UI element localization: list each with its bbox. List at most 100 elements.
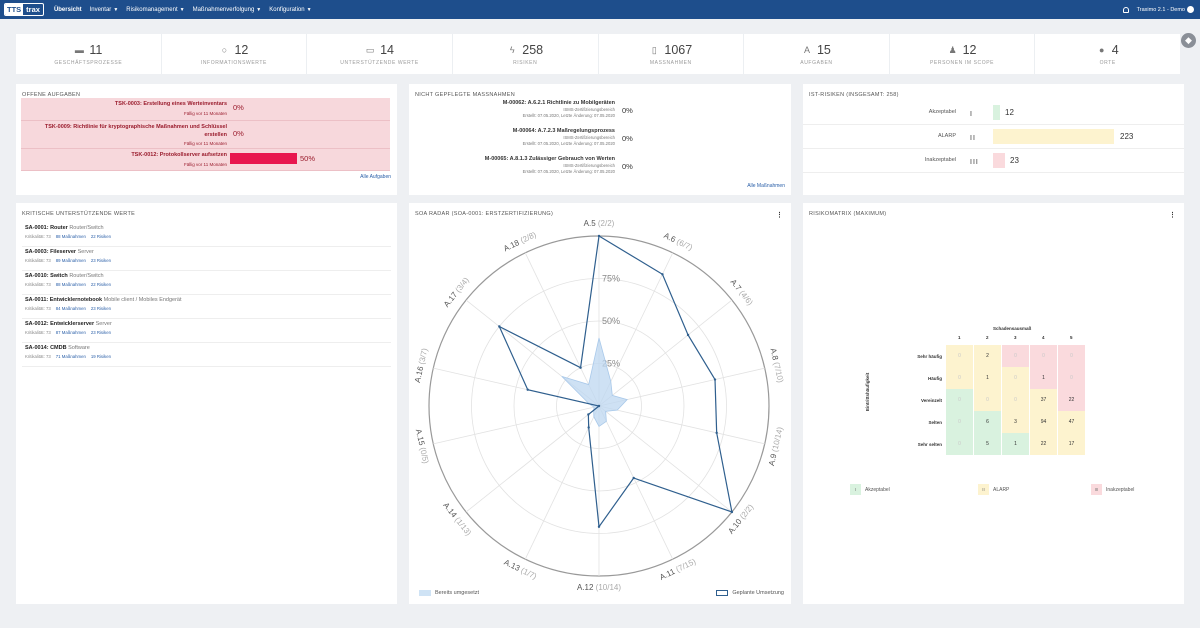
nav-item-1[interactable]: Inventar ▼ xyxy=(90,7,119,13)
matrix-cell[interactable]: 2 xyxy=(974,345,1001,367)
risk-level-row[interactable]: ALARP II 223 xyxy=(803,125,1184,149)
matrix-cell[interactable]: 0 xyxy=(974,389,1001,411)
risk-level-label: Akzeptabel xyxy=(928,109,956,115)
matrix-cell[interactable]: 0 xyxy=(1058,345,1085,367)
legend-planned[interactable]: Geplante Umsetzung xyxy=(716,590,784,596)
asset-type: Router/Switch xyxy=(69,273,104,279)
app-logo[interactable]: TTS trax xyxy=(4,3,44,16)
measure-item[interactable]: M-00062: A.6.2.1 Richtlinie zu Mobilgerä… xyxy=(503,99,615,119)
matrix-cell[interactable]: 22 xyxy=(1058,389,1085,411)
matrix-cell[interactable]: 94 xyxy=(1030,411,1057,433)
asset-item[interactable]: SA-0012: Entwicklerserver Server Kritikal… xyxy=(22,319,391,343)
bell-icon[interactable] xyxy=(1122,6,1129,13)
stat-value: 14 xyxy=(380,43,395,57)
radar-point xyxy=(498,325,501,328)
stat-value-row: A 15 xyxy=(744,43,889,57)
asset-risks-link[interactable]: 23 Risiken xyxy=(90,330,111,335)
matrix-legend-item[interactable]: III Inakzeptabel xyxy=(1091,484,1134,495)
stat-label: AUFGABEN xyxy=(800,60,833,66)
nav-item-4[interactable]: Konfiguration ▼ xyxy=(269,7,311,13)
asset-item[interactable]: SA-0010: Switch Router/Switch Kritikalitä… xyxy=(22,271,391,295)
asset-item[interactable]: SA-0003: Fileserver Server Kritikalität: … xyxy=(22,247,391,271)
stat-card[interactable]: ϟ 258 RISIKEN xyxy=(453,34,599,74)
asset-risks-link[interactable]: 22 Risiken xyxy=(90,282,111,287)
asset-measures-link[interactable]: 71 Maßnahmen xyxy=(55,354,86,359)
all-tasks-link[interactable]: Alle Aufgaben xyxy=(360,174,391,180)
task-row[interactable]: TSK-0009: Richtlinie für kryptographisch… xyxy=(21,121,390,149)
user-menu[interactable]: Traximo 2.1 - Demo xyxy=(1137,6,1194,13)
lightbulb-icon: ○ xyxy=(221,45,228,55)
measure-item[interactable]: M-00064: A.7.2.3 Maßregelungsprozess ISMS… xyxy=(513,127,615,147)
stat-card[interactable]: ♟ 12 PERSONEN IM SCOPE xyxy=(890,34,1036,74)
matrix-cell[interactable]: 0 xyxy=(946,367,973,389)
matrix-cell[interactable]: 37 xyxy=(1030,389,1057,411)
asset-risks-link[interactable]: 23 Risiken xyxy=(90,306,111,311)
stat-card[interactable]: ● 4 ORTE xyxy=(1035,34,1180,74)
legend-done-label: Bereits umgesetzt xyxy=(435,590,480,596)
open-tasks-panel: OFFENE AUFGABEN TSK-0003: Erstellung ein… xyxy=(16,84,397,195)
matrix-cell[interactable]: 1 xyxy=(1030,367,1057,389)
matrix-cell[interactable]: 0 xyxy=(1002,345,1029,367)
unmaintained-measures-panel: NICHT GEPFLEGTE MASSNAHMEN M-00062: A.6.… xyxy=(409,84,791,195)
matrix-cell[interactable]: 0 xyxy=(946,411,973,433)
layers-icon[interactable]: ◆ xyxy=(1181,33,1196,48)
stat-value-row: ▭ 14 xyxy=(307,43,452,57)
risk-level-row[interactable]: Akzeptabel I 12 xyxy=(803,101,1184,125)
matrix-cell[interactable]: 0 xyxy=(946,389,973,411)
legend-done[interactable]: Bereits umgesetzt xyxy=(419,590,479,596)
stat-card[interactable]: ▯ 1067 MASSNAHMEN xyxy=(599,34,745,74)
asset-measures-link[interactable]: 84 Maßnahmen xyxy=(55,306,86,311)
matrix-cell[interactable]: 22 xyxy=(1030,433,1057,455)
more-vert-icon[interactable]: ⋮ xyxy=(1169,212,1176,219)
stat-card[interactable]: ▭ 14 UNTERSTÜTZENDE WERTE xyxy=(307,34,453,74)
nav-item-2[interactable]: Risikomanagement ▼ xyxy=(126,7,184,13)
nav-item-3[interactable]: Maßnahmenverfolgung ▼ xyxy=(193,7,262,13)
asset-risks-link[interactable]: 19 Risiken xyxy=(90,354,111,359)
stat-value-row: ▬ 11 xyxy=(16,43,161,57)
matrix-cell[interactable]: 0 xyxy=(1002,389,1029,411)
asset-risks-link[interactable]: 22 Risiken xyxy=(90,234,111,239)
asset-measures-link[interactable]: 87 Maßnahmen xyxy=(55,330,86,335)
asset-item[interactable]: SA-0014: CMDB Software Kritikalität: 73 71… xyxy=(22,343,391,367)
measure-item[interactable]: M-00065: A.8.1.3 Zulässiger Gebrauch von… xyxy=(485,155,615,175)
matrix-cell[interactable]: 0 xyxy=(1058,367,1085,389)
stat-card[interactable]: ▬ 11 GESCHÄFTSPROZESSE xyxy=(16,34,162,74)
matrix-cell[interactable]: 5 xyxy=(974,433,1001,455)
matrix-cell[interactable]: 0 xyxy=(1030,345,1057,367)
asset-criticality: Kritikalität: 73 xyxy=(25,330,51,335)
nav-item-label: Übersicht xyxy=(53,6,82,13)
stat-card[interactable]: ○ 12 INFORMATIONSWERTE xyxy=(162,34,308,74)
asset-measures-link[interactable]: 88 Maßnahmen xyxy=(55,282,86,287)
asset-item[interactable]: SA-0001: Router Router/Switch Kritikalitä… xyxy=(22,223,391,247)
task-row[interactable]: TSK-0003: Erstellung eines Werteinventar… xyxy=(21,98,390,121)
radar-tick-label: 50% xyxy=(602,316,620,326)
matrix-cell[interactable]: 17 xyxy=(1058,433,1085,455)
matrix-cell[interactable]: 0 xyxy=(946,345,973,367)
stat-value: 12 xyxy=(962,43,977,57)
nav-item-0[interactable]: Übersicht xyxy=(54,7,82,13)
task-row[interactable]: TSK-0012: Protokollserver aufsetzen Fälli… xyxy=(21,149,390,171)
measure-dates: Erstellt: 07.05.2020, Letzte Änderung: 0… xyxy=(522,169,615,174)
matrix-cell[interactable]: 3 xyxy=(1002,411,1029,433)
matrix-cell[interactable]: 0 xyxy=(1002,367,1029,389)
matrix-cell[interactable]: 0 xyxy=(946,433,973,455)
all-measures-link[interactable]: Alle Maßnahmen xyxy=(747,183,785,189)
stat-card[interactable]: A 15 AUFGABEN xyxy=(744,34,890,74)
asset-risks-link[interactable]: 23 Risiken xyxy=(90,258,111,263)
matrix-legend-item[interactable]: I Akzeptabel xyxy=(850,484,890,495)
more-vert-icon[interactable]: ⋮ xyxy=(776,212,783,219)
matrix-legend-item[interactable]: II ALARP xyxy=(978,484,1009,495)
asset-details: Kritikalität: 73 87 Maßnahmen 23 Risiken xyxy=(25,330,111,335)
task-progress-bar xyxy=(230,153,297,164)
asset-item[interactable]: SA-0011: Entwicklernotebook Mobile clien… xyxy=(22,295,391,319)
matrix-cell[interactable]: 1 xyxy=(974,367,1001,389)
task-due: Fällig vor 11 Monaten xyxy=(184,162,227,167)
matrix-cell[interactable]: 47 xyxy=(1058,411,1085,433)
stat-label: ORTE xyxy=(1099,60,1116,66)
asset-measures-link[interactable]: 89 Maßnahmen xyxy=(55,258,86,263)
matrix-cell[interactable]: 1 xyxy=(1002,433,1029,455)
risk-level-row[interactable]: Inakzeptabel III 23 xyxy=(803,149,1184,173)
matrix-cell[interactable]: 6 xyxy=(974,411,1001,433)
asset-measures-link[interactable]: 88 Maßnahmen xyxy=(55,234,86,239)
stat-label: GESCHÄFTSPROZESSE xyxy=(54,60,123,66)
